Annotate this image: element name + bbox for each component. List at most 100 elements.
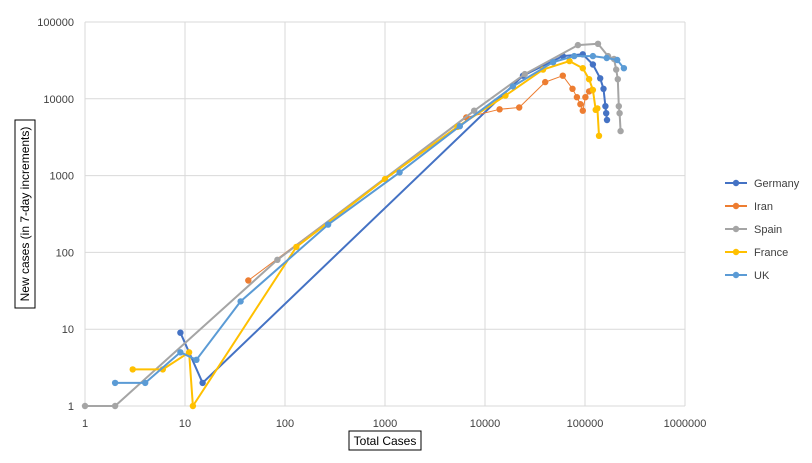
legend-label-uk: UK: [754, 270, 770, 282]
legend-marker-uk: [732, 271, 740, 279]
x-tick-label: 10000: [470, 418, 501, 430]
data-point-uk: [456, 123, 463, 130]
data-point-uk: [177, 349, 184, 356]
data-point-uk: [589, 52, 597, 60]
data-point-germany: [177, 329, 184, 336]
data-point-spain: [574, 41, 582, 49]
data-point-uk: [614, 56, 621, 64]
data-point-spain: [615, 103, 622, 110]
data-point-iran: [579, 107, 586, 114]
data-point-france: [595, 132, 603, 139]
data-point-france: [129, 366, 136, 373]
legend: Germany Iran Spain France UK: [725, 178, 800, 282]
data-point-france: [293, 243, 300, 251]
data-point-germany: [603, 110, 610, 117]
series-line-spain: [85, 42, 622, 407]
data-point-spain: [111, 402, 119, 410]
data-point-uk: [111, 379, 119, 387]
legend-label-germany: Germany: [754, 178, 800, 190]
series-france: [129, 57, 603, 410]
data-point-france: [579, 65, 586, 72]
data-point-france: [566, 57, 573, 65]
data-point-spain: [616, 110, 623, 117]
y-axis-title: New cases (in 7-day increments): [18, 127, 32, 302]
data-point-uk: [396, 169, 403, 176]
legend-marker-iran: [732, 202, 740, 210]
x-tick-label: 100000: [567, 418, 604, 430]
series-line-uk: [115, 55, 625, 384]
data-point-iran: [573, 94, 581, 101]
data-point-uk: [549, 59, 557, 66]
x-axis-title: Total Cases: [354, 434, 417, 448]
data-point-iran: [516, 104, 523, 111]
data-point-iran: [542, 78, 549, 86]
legend-item-uk: UK: [725, 270, 770, 282]
x-tick-label: 1000: [373, 418, 397, 430]
data-point-spain: [521, 70, 528, 78]
data-point-uk: [142, 379, 149, 387]
tick-labels: 1 10 100 1000 10000 100000 1000000 1 10 100 1000 10…: [37, 17, 706, 430]
legend-item-germany: Germany: [725, 178, 800, 190]
data-point-spain: [617, 127, 624, 135]
legend-item-france: France: [725, 247, 788, 259]
data-point-iran: [582, 94, 589, 101]
data-point-uk: [193, 356, 200, 363]
x-tick-label: 10: [179, 418, 191, 430]
series-spain: [81, 40, 624, 410]
data-point-iran: [559, 72, 566, 79]
series-germany: [177, 51, 611, 387]
data-point-france: [589, 86, 597, 94]
grid: [84, 21, 686, 407]
x-tick-label: 1: [82, 418, 88, 430]
data-point-iran: [577, 101, 584, 108]
legend-label-spain: Spain: [754, 224, 782, 236]
data-point-uk: [509, 83, 517, 90]
series-line-france: [132, 60, 600, 407]
x-axis-title-box: [348, 430, 422, 451]
series-line-germany: [179, 53, 608, 384]
data-point-france: [185, 349, 193, 356]
legend-label-france: France: [754, 247, 788, 259]
data-point-iran: [245, 277, 252, 284]
data-point-spain: [594, 40, 602, 47]
y-tick-label: 10: [62, 324, 74, 336]
data-point-uk: [237, 298, 244, 305]
data-point-uk: [571, 52, 578, 60]
legend-marker-france: [732, 248, 740, 256]
data-point-spain: [274, 256, 281, 263]
legend-item-spain: Spain: [725, 224, 782, 236]
data-point-france: [189, 402, 197, 410]
data-point-germany: [589, 61, 597, 68]
legend-marker-germany: [732, 179, 740, 187]
legend-label-iran: Iran: [754, 201, 773, 213]
data-point-uk: [324, 221, 332, 228]
legend-item-iran: Iran: [725, 201, 773, 213]
y-tick-label: 1000: [50, 171, 74, 183]
data-point-germany: [602, 103, 609, 110]
legend-marker-spain: [732, 225, 740, 233]
data-point-germany: [600, 85, 607, 93]
y-axis-title-box: [14, 119, 36, 309]
data-point-germany: [199, 379, 206, 387]
data-point-iran: [496, 106, 503, 113]
data-point-spain: [613, 66, 620, 73]
series-uk: [111, 52, 628, 387]
data-point-germany: [603, 116, 611, 124]
x-tick-label: 100: [276, 418, 294, 430]
data-point-spain: [81, 402, 89, 410]
series-lines: [81, 40, 628, 410]
data-point-iran: [569, 85, 576, 93]
data-point-spain: [471, 107, 478, 114]
y-tick-label: 10000: [43, 94, 74, 106]
data-point-france: [585, 76, 593, 83]
data-point-france: [594, 105, 601, 112]
data-point-spain: [614, 76, 621, 83]
data-point-germany: [597, 75, 604, 82]
y-tick-label: 100: [56, 247, 74, 259]
data-point-uk: [603, 54, 610, 62]
y-tick-label: 1: [68, 401, 74, 413]
data-point-uk: [620, 65, 628, 72]
y-tick-label: 100000: [37, 17, 74, 29]
